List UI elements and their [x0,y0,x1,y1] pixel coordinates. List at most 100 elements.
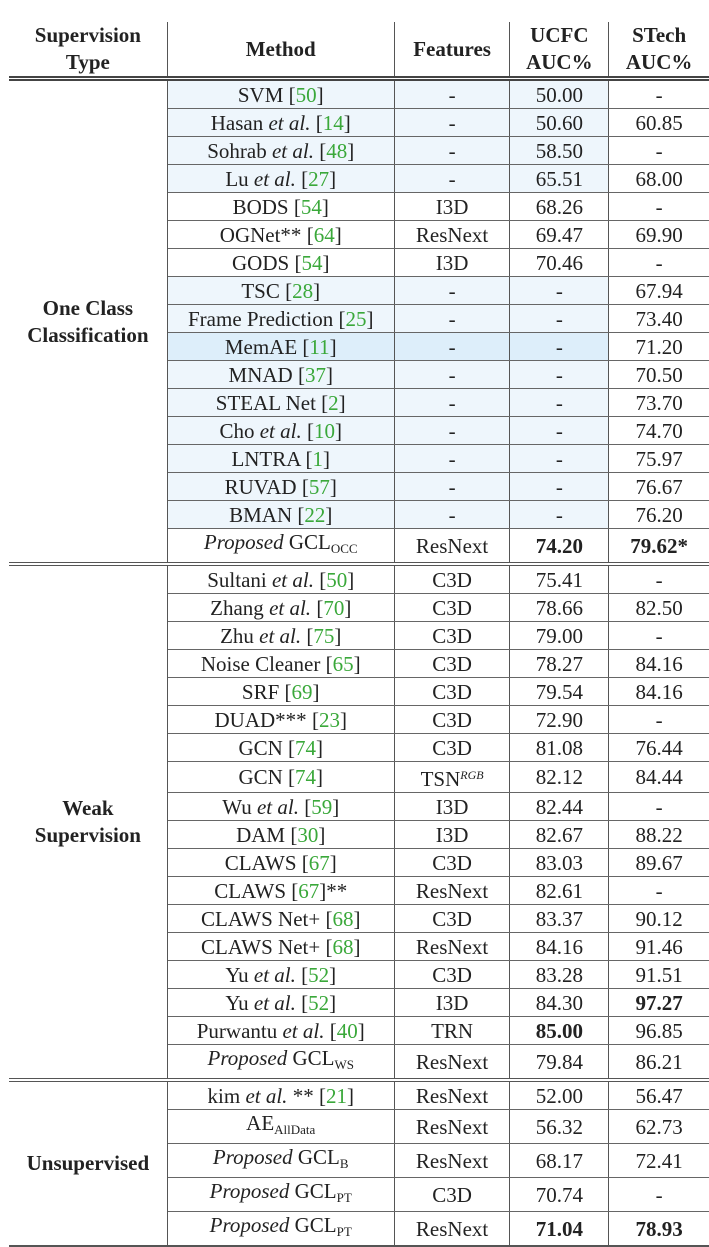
ucfc-auc-cell: 85.00 [509,1016,610,1045]
method-etal: et al. [259,418,302,443]
features-cell: C3D [394,904,511,933]
method-subscript: B [339,1156,349,1171]
header-features: Features [394,22,511,79]
features-cell: C3D [394,677,511,706]
table-row: Cho et al. [10] - -74.70 [9,416,709,445]
features-value: C3D [432,1182,472,1207]
stech-auc-cell: - [608,705,709,734]
method-name: Hasan [210,110,269,135]
features-value: I3D [435,250,469,275]
table-row: MNAD [37] - -70.50 [9,360,709,389]
header-supervision-type: Supervision Type [9,22,168,79]
features-cell: - [394,388,511,417]
features-value: - [448,502,456,527]
features-cell: C3D [394,960,511,989]
method-cell: CLAWS [67]** [167,876,395,905]
method-name: Noise Cleaner [200,651,321,676]
proposed-row: Proposed GCLWS ResNext 79.84 86.21 [9,1044,709,1081]
citation-number: 48 [326,138,348,163]
method-cell: Proposed GCLPT [167,1211,395,1247]
citation: [52] [295,990,337,1015]
features-value: C3D [432,906,472,931]
ucfc-auc-cell: 83.37 [509,904,610,933]
method-name: MNAD [228,362,293,387]
method-cell: Purwantu et al. [40] [167,1016,395,1045]
features-value: - [448,110,456,135]
features-value: TSN [420,767,461,791]
citation: [40] [324,1018,365,1043]
ucfc-auc-cell: 83.28 [509,960,610,989]
table-row: AEAllData ResNext 56.32 62.73 [9,1109,709,1144]
features-cell: - [394,164,511,193]
features-cell: - [394,444,511,473]
ucfc-auc-cell: 50.60 [509,108,610,137]
features-cell: - [394,78,511,109]
stech-auc-cell: - [608,248,709,277]
features-cell: I3D [394,792,511,821]
method-cell: LNTRA [1] [167,444,395,473]
citation-number: 28 [292,278,314,303]
table-row: SRF [69] C3D 79.54 84.16 [9,677,709,706]
citation-number: 64 [313,222,335,247]
method-name: CLAWS Net+ [200,906,321,931]
method-name: Cho [219,418,260,443]
method-name: CLAWS [224,850,297,875]
method-name: SRF [241,679,280,704]
ucfc-auc-cell: - [509,444,610,473]
features-cell: C3D [394,733,511,762]
method-name: GCL [292,1046,335,1070]
supervision-type-text: Supervision [34,823,141,847]
method-cell: Hasan et al. [14] [167,108,395,137]
features-cell: I3D [394,988,511,1017]
ucfc-auc-cell: 65.51 [509,164,610,193]
stech-auc-cell: 89.67 [608,848,709,877]
method-name: Wu [222,794,257,819]
method-prefix: Proposed [209,1213,290,1237]
citation-number: 67 [308,850,330,875]
citation: [74] [282,735,324,760]
method-subscript: PT [336,1224,352,1239]
features-value: I3D [435,822,469,847]
features-cell: C3D [394,848,511,877]
method-etal: et al. [253,166,296,191]
method-cell: Sohrab et al. [48] [167,136,395,165]
method-etal: et al. [259,623,302,648]
features-value: C3D [432,567,472,592]
citation-number: 1 [312,446,324,471]
citation-number: 74 [295,735,317,760]
method-name: Lu [225,166,254,191]
method-cell: Sultani et al. [50] [167,564,395,594]
stech-auc-cell: 84.44 [608,761,709,793]
ucfc-auc-cell: 68.17 [509,1143,610,1178]
ucfc-auc-cell: - [509,332,610,361]
features-cell: - [394,472,511,501]
features-value: ResNext [415,1148,489,1173]
table-row: GODS [54] I3D 70.46- [9,248,709,277]
features-cell: ResNext [394,528,511,565]
citation: [11] [297,334,337,359]
features-cell: - [394,500,511,529]
table-row: One Class Classification SVM [50] -50.00- [9,78,709,565]
features-value: ResNext [415,1114,489,1139]
method-name: Sultani [207,567,272,592]
citation-number: 52 [308,962,330,987]
method-subscript: WS [334,1057,354,1072]
ucfc-auc-cell: 82.12 [509,761,610,793]
stech-auc-cell: - [608,136,709,165]
supervision-type-label: Weak Supervision [9,564,168,1081]
features-value: I3D [435,194,469,219]
method-name: CLAWS Net+ [200,934,321,959]
ucfc-auc-cell: - [509,472,610,501]
method-name: Purwantu [196,1018,283,1043]
features-cell: - [394,136,511,165]
method-name: STEAL Net [215,390,316,415]
features-value: ResNext [415,934,489,959]
stech-auc-cell: 75.97 [608,444,709,473]
features-cell: I3D [394,248,511,277]
method-cell: RUVAD [57] [167,472,395,501]
citation-number: 59 [311,794,333,819]
ucfc-auc-cell: 81.08 [509,733,610,762]
features-cell: - [394,332,511,361]
method-etal: et al. [271,567,314,592]
method-cell: Proposed GCLB [167,1143,395,1178]
